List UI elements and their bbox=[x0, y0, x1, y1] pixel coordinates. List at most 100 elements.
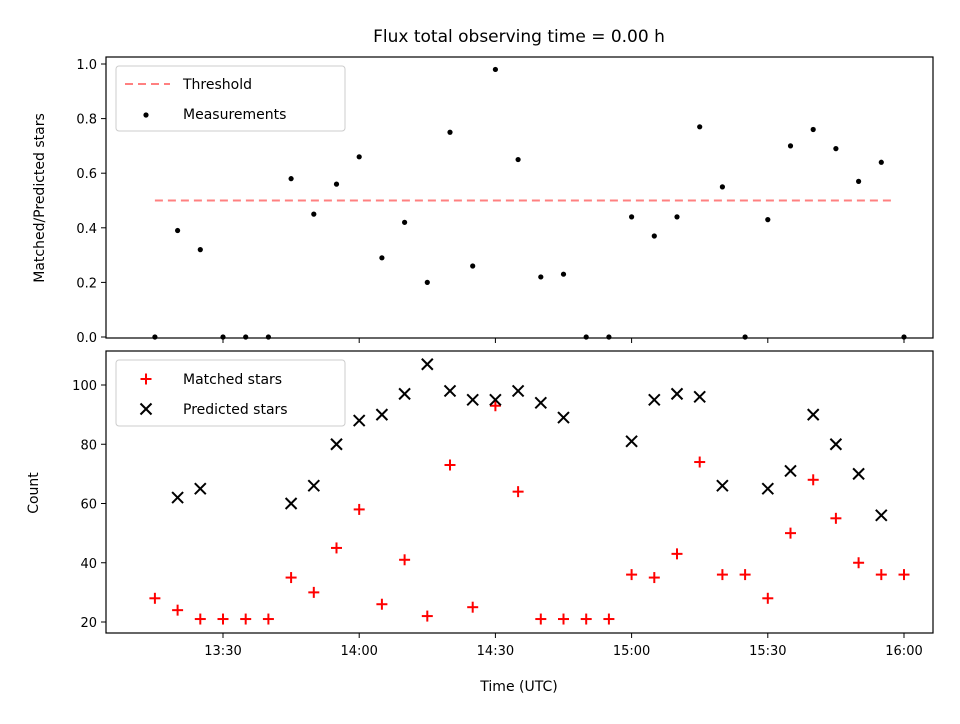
top-y-axis: 0.0 0.2 0.4 0.6 0.8 1.0 bbox=[76, 58, 106, 346]
matched-star-point bbox=[739, 569, 751, 581]
measurement-point bbox=[674, 214, 680, 220]
measurement-point bbox=[787, 143, 794, 149]
matched-star-point bbox=[762, 592, 774, 604]
predicted-star-point bbox=[761, 482, 775, 495]
matched-star-point bbox=[785, 527, 796, 539]
measurement-point bbox=[515, 156, 521, 163]
predicted-star-point bbox=[806, 408, 820, 421]
top-plot-frame bbox=[105, 56, 934, 339]
measurement-point bbox=[379, 255, 385, 261]
measurement-point bbox=[538, 274, 544, 280]
bottom-y-tick-label: 20 bbox=[80, 616, 97, 631]
matched-star-point bbox=[399, 554, 411, 566]
predicted-star-point bbox=[489, 393, 502, 407]
measurement-point bbox=[424, 279, 430, 285]
predicted-star-point bbox=[557, 411, 570, 424]
measurement-point bbox=[560, 271, 567, 277]
measurements-series bbox=[152, 66, 907, 340]
x-tick-label: 16:00 bbox=[885, 644, 922, 659]
bottom-panel: 20 40 60 80 100 13:30 14:00 14:30 15:00 15:30 16:… bbox=[26, 350, 934, 695]
measurement-point bbox=[288, 176, 294, 182]
legend-measurements-swatch bbox=[143, 112, 149, 118]
measurement-point bbox=[765, 217, 771, 223]
top-x-ticks bbox=[222, 338, 905, 343]
measurement-point bbox=[629, 214, 635, 220]
measurement-point bbox=[470, 263, 476, 269]
matched-star-point bbox=[626, 569, 638, 581]
matched-star-point bbox=[376, 598, 388, 610]
predicted-stars-series bbox=[171, 358, 888, 522]
measurement-point bbox=[265, 334, 271, 340]
top-y-tick-label: 1.0 bbox=[76, 58, 97, 73]
top-y-tick-label: 0.8 bbox=[76, 113, 97, 128]
matched-star-point bbox=[716, 569, 728, 581]
matched-star-point bbox=[194, 613, 206, 625]
top-y-tick-label: 0.6 bbox=[76, 167, 97, 182]
predicted-star-point bbox=[466, 393, 479, 407]
predicted-star-point bbox=[194, 482, 207, 495]
chart-title: Flux total observing time = 0.00 h bbox=[373, 27, 665, 47]
measurement-point bbox=[583, 334, 589, 340]
predicted-star-point bbox=[398, 387, 411, 401]
bottom-y-tick-label: 80 bbox=[80, 438, 97, 453]
measurement-point bbox=[606, 334, 612, 340]
measurement-point bbox=[719, 184, 726, 190]
measurement-point bbox=[333, 181, 340, 187]
matched-star-point bbox=[285, 572, 297, 584]
matched-star-point bbox=[580, 613, 592, 625]
x-tick-label: 15:00 bbox=[613, 644, 650, 659]
x-tick-label: 14:00 bbox=[340, 644, 377, 659]
top-panel: 0.0 0.2 0.4 0.6 0.8 1.0 Matched/Predicted sta… bbox=[32, 56, 934, 346]
measurement-point bbox=[651, 233, 657, 239]
predicted-star-point bbox=[852, 467, 865, 481]
top-y-tick-label: 0.4 bbox=[76, 222, 97, 237]
matched-star-point bbox=[421, 610, 433, 622]
bottom-y-tick-label: 40 bbox=[80, 557, 97, 572]
matched-star-point bbox=[489, 400, 501, 412]
matched-star-point bbox=[149, 592, 161, 604]
top-y-tick-label: 0.2 bbox=[76, 276, 97, 291]
bottom-y-tick-label: 60 bbox=[80, 498, 97, 513]
measurement-point bbox=[492, 66, 498, 73]
legend-predicted-marker bbox=[139, 402, 153, 416]
predicted-star-point bbox=[693, 390, 706, 404]
measurement-point bbox=[856, 178, 862, 184]
top-legend: Threshold Measurements bbox=[115, 65, 346, 132]
bottom-y-axis: 20 40 60 80 100 bbox=[72, 379, 106, 631]
matched-star-point bbox=[512, 486, 524, 498]
matched-star-point bbox=[830, 512, 842, 524]
bottom-y-tick-label: 100 bbox=[72, 379, 97, 394]
predicted-star-point bbox=[171, 491, 184, 504]
measurement-point bbox=[220, 334, 226, 340]
predicted-star-point bbox=[670, 387, 684, 401]
matched-stars-series bbox=[149, 400, 910, 625]
bottom-plot-frame bbox=[105, 350, 934, 634]
top-y-axis-label: Matched/Predicted stars bbox=[32, 113, 48, 283]
top-legend-box bbox=[115, 65, 346, 132]
predicted-star-point bbox=[534, 396, 548, 409]
x-tick-label: 13:30 bbox=[204, 644, 241, 659]
predicted-star-point bbox=[648, 393, 661, 407]
matched-star-point bbox=[444, 459, 456, 471]
measurement-point bbox=[697, 124, 703, 130]
measurement-point bbox=[447, 129, 453, 135]
predicted-star-point bbox=[625, 435, 638, 448]
predicted-star-point bbox=[307, 479, 321, 492]
predicted-star-point bbox=[511, 384, 525, 398]
matched-star-point bbox=[648, 572, 660, 584]
bottom-legend-box bbox=[115, 359, 346, 427]
matched-star-point bbox=[535, 613, 547, 625]
matched-star-point bbox=[853, 557, 865, 569]
predicted-star-point bbox=[875, 509, 888, 522]
predicted-star-point bbox=[352, 414, 366, 427]
measurement-point bbox=[356, 154, 362, 160]
matched-star-point bbox=[240, 613, 252, 625]
x-tick-label: 14:30 bbox=[477, 644, 514, 659]
matched-star-point bbox=[558, 613, 569, 625]
measurement-point bbox=[243, 334, 249, 340]
x-tick-label: 15:30 bbox=[749, 644, 786, 659]
measurement-point bbox=[152, 334, 158, 340]
legend-matched-swatch bbox=[140, 373, 152, 385]
measurement-point bbox=[901, 334, 907, 340]
top-y-tick-label: 0.0 bbox=[76, 331, 97, 346]
